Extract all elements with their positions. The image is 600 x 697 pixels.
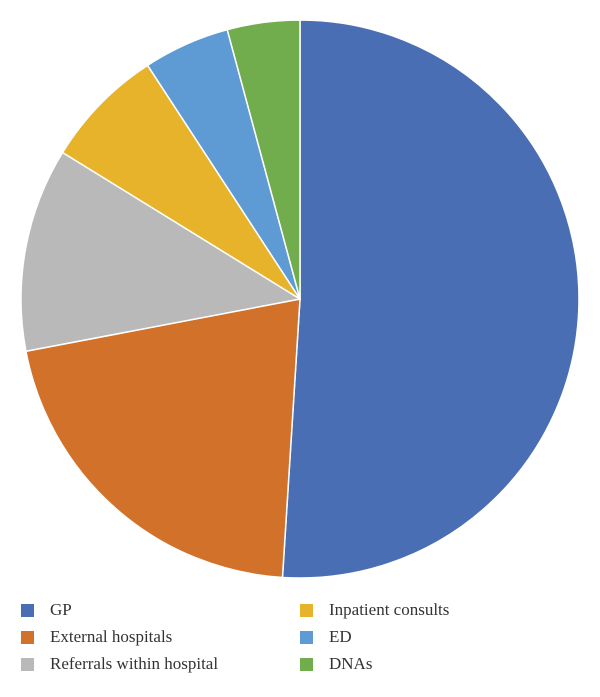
pie-chart (20, 19, 580, 579)
legend-item-referrals-within-hospital: Referrals within hospital (21, 652, 218, 676)
pie-slice-gp (281, 19, 580, 579)
legend-item-external-hospitals: External hospitals (21, 625, 172, 649)
legend: GP External hospitals Referrals within h… (0, 596, 600, 686)
legend-item-ed: ED (300, 625, 352, 649)
legend-label-inpatient-consults: Inpatient consults (329, 600, 450, 619)
legend-item-inpatient-consults: Inpatient consults (300, 598, 449, 622)
legend-label-dnas: DNAs (329, 654, 373, 673)
legend-swatch-inpatient-consults (300, 603, 313, 617)
legend-label-gp: GP (50, 600, 72, 619)
pie-slice-inpatient-consults (61, 64, 301, 300)
legend-label-ed: ED (329, 627, 352, 646)
pie-slice-referrals-within-hospital (20, 151, 301, 353)
pie-slice-dnas (226, 19, 301, 300)
legend-item-gp: GP (21, 598, 72, 622)
legend-item-dnas: DNAs (300, 652, 372, 676)
pie-slice-external-hospitals (25, 298, 301, 579)
legend-swatch-gp (21, 603, 34, 617)
legend-label-referrals-within-hospital: Referrals within hospital (50, 654, 219, 673)
legend-swatch-referrals-within-hospital (21, 657, 34, 671)
legend-swatch-external-hospitals (21, 630, 34, 644)
legend-label-external-hospitals: External hospitals (50, 627, 173, 646)
legend-swatch-ed (300, 630, 313, 644)
legend-swatch-dnas (300, 657, 313, 671)
